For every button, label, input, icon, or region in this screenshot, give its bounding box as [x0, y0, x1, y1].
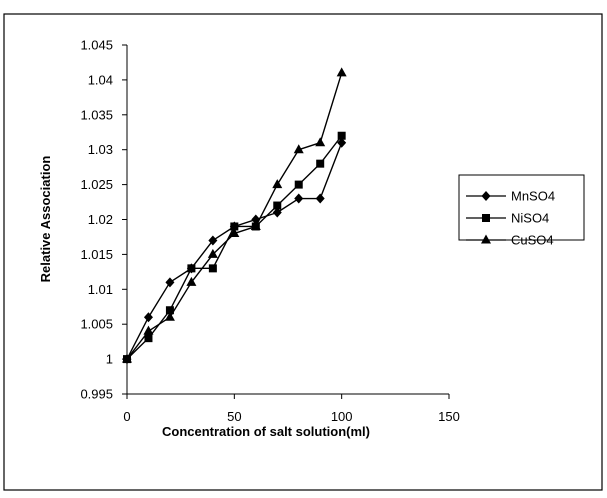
- legend-label: NiSO4: [511, 211, 549, 226]
- y-tick-label: 1.005: [80, 317, 113, 332]
- y-tick-label: 1.035: [80, 107, 113, 122]
- data-point-mnso4: [294, 193, 304, 204]
- y-tick-label: 1.01: [88, 282, 113, 297]
- data-point-niso4: [230, 222, 239, 231]
- data-point-cuso4: [315, 137, 326, 147]
- data-point-niso4: [187, 264, 196, 273]
- data-point-cuso4: [122, 353, 132, 363]
- data-point-mnso4: [165, 277, 175, 288]
- legend-item-niso4: NiSO4: [466, 211, 549, 226]
- data-point-niso4: [316, 159, 325, 168]
- y-tick-label: 1.04: [88, 72, 113, 87]
- data-point-cuso4: [293, 144, 304, 154]
- legend-item-cuso4: CuSO4: [466, 233, 554, 248]
- x-tick-label: 100: [331, 409, 353, 424]
- y-tick-label: 1.025: [80, 177, 113, 192]
- data-point-cuso4: [272, 179, 283, 189]
- x-tick-label: 0: [123, 409, 130, 424]
- y-tick-label: 1.03: [88, 142, 113, 157]
- x-ticks: 0 50 100 150: [123, 394, 460, 424]
- x-tick-label: 50: [227, 409, 241, 424]
- data-point-cuso4: [143, 325, 154, 335]
- data-point-niso4: [144, 334, 153, 343]
- data-point-niso4: [294, 180, 303, 189]
- legend-marker-mnso4: [481, 191, 491, 201]
- y-tick-label: 1: [106, 352, 113, 367]
- x-axis-title: Concentration of salt solution(ml): [162, 424, 370, 439]
- chart-border: [3, 13, 603, 491]
- data-point-niso4: [337, 131, 346, 140]
- data-point-cuso4: [229, 227, 240, 237]
- legend-marker-cuso4: [481, 234, 491, 244]
- legend-marker-niso4: [482, 214, 490, 222]
- data-point-cuso4: [186, 276, 197, 286]
- data-point-niso4: [165, 306, 174, 315]
- data-point-cuso4: [336, 67, 347, 77]
- y-tick-label: 1.015: [80, 247, 113, 262]
- y-axis-title: Relative Association: [38, 156, 53, 283]
- y-tick-label: 1.02: [88, 212, 113, 227]
- data-point-niso4: [273, 201, 282, 210]
- data-point-mnso4: [315, 193, 325, 204]
- data-point-niso4: [208, 264, 217, 273]
- series-cuso4: [122, 67, 347, 363]
- data-point-mnso4: [337, 137, 347, 148]
- data-point-mnso4: [208, 235, 218, 246]
- y-tick-label: 0.995: [80, 387, 113, 402]
- data-point-mnso4: [272, 207, 282, 218]
- legend-label: CuSO4: [511, 233, 554, 248]
- legend-label: MnSO4: [511, 189, 555, 204]
- legend-box: [458, 174, 585, 241]
- series-group: [122, 67, 347, 365]
- data-point-cuso4: [164, 311, 175, 321]
- x-tick-label: 150: [438, 409, 460, 424]
- y-ticks: 0.995 1 1.005 1.01 1.015 1.02 1.025 1.03 1.035 1.…: [80, 38, 127, 402]
- legend: MnSO4 NiSO4 CuSO4: [458, 174, 585, 248]
- data-point-cuso4: [207, 248, 218, 258]
- y-tick-label: 1.045: [80, 38, 113, 53]
- data-point-cuso4: [250, 220, 261, 230]
- data-point-mnso4: [143, 312, 153, 323]
- legend-item-mnso4: MnSO4: [466, 189, 555, 204]
